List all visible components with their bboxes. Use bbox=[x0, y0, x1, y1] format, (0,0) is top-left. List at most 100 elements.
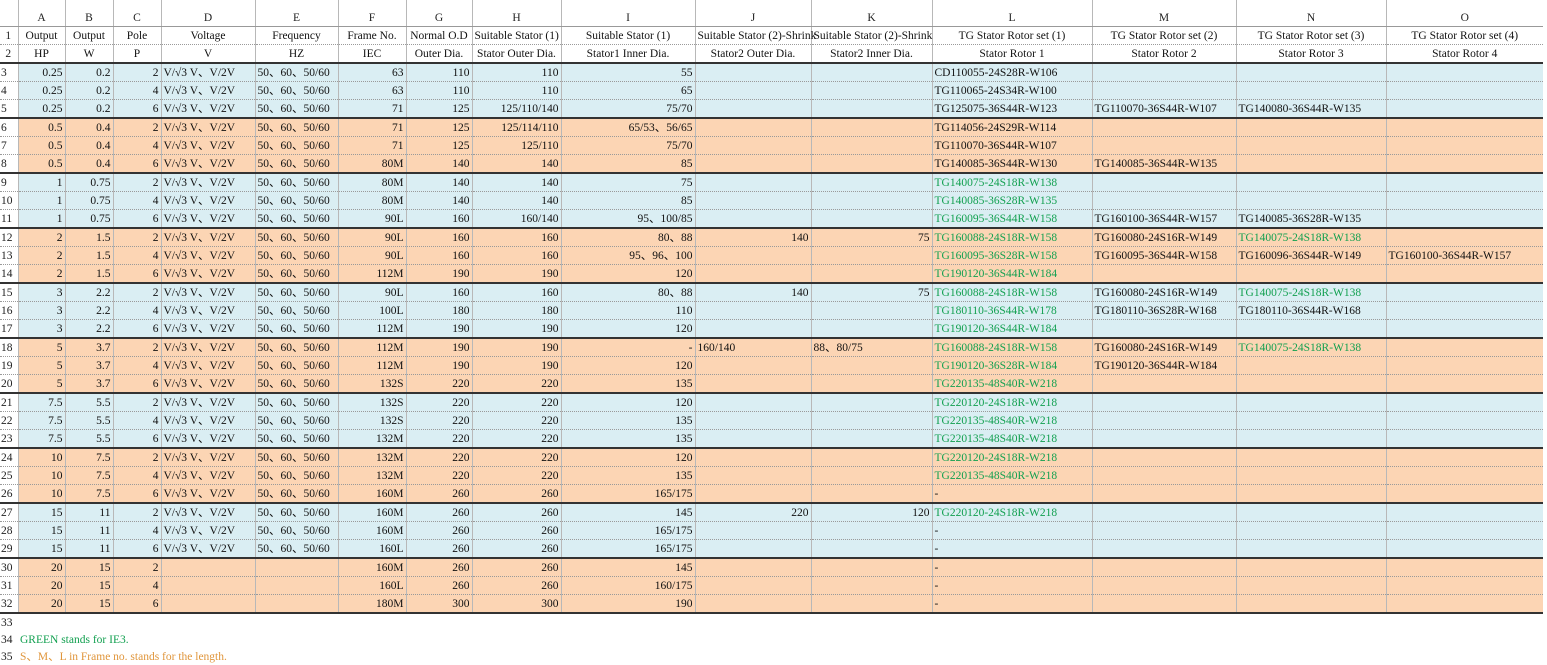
data-cell[interactable]: 6 bbox=[112, 264, 161, 284]
data-cell[interactable]: 10 bbox=[17, 448, 65, 467]
data-cell[interactable]: 160 bbox=[405, 228, 472, 247]
header-cell[interactable]: Frequency bbox=[254, 26, 338, 45]
data-cell[interactable] bbox=[1091, 448, 1236, 467]
row-number[interactable]: 9 bbox=[0, 173, 18, 192]
data-cell[interactable] bbox=[810, 558, 932, 577]
data-cell[interactable]: 0.4 bbox=[64, 118, 113, 137]
data-cell[interactable]: TG190120-36S44R-W184 bbox=[1091, 356, 1236, 375]
data-cell[interactable]: TG160088-24S18R-W158 bbox=[931, 283, 1092, 302]
data-cell[interactable] bbox=[694, 301, 811, 320]
data-cell[interactable]: 50、60、50/60 bbox=[254, 448, 338, 467]
data-cell[interactable] bbox=[694, 594, 811, 614]
data-cell[interactable]: 260 bbox=[405, 484, 472, 504]
data-cell[interactable]: 140 bbox=[471, 173, 561, 192]
data-cell[interactable] bbox=[1235, 521, 1386, 540]
data-cell[interactable]: 260 bbox=[471, 521, 561, 540]
data-cell[interactable]: 63 bbox=[337, 81, 406, 100]
data-cell[interactable] bbox=[694, 374, 811, 394]
data-cell[interactable]: 120 bbox=[560, 264, 695, 284]
data-cell[interactable]: V/√3 V、V/2V bbox=[160, 411, 255, 430]
data-cell[interactable]: 135 bbox=[560, 374, 695, 394]
data-cell[interactable] bbox=[1385, 81, 1543, 100]
data-cell[interactable]: 4 bbox=[112, 356, 161, 375]
data-cell[interactable]: 125/110 bbox=[471, 136, 561, 155]
note-text[interactable]: GREEN stands for IE3. bbox=[20, 633, 129, 646]
data-cell[interactable]: 0.25 bbox=[17, 63, 65, 82]
data-cell[interactable] bbox=[1385, 484, 1543, 504]
data-cell[interactable]: V/√3 V、V/2V bbox=[160, 136, 255, 155]
data-cell[interactable]: 260 bbox=[471, 539, 561, 559]
data-cell[interactable] bbox=[1235, 576, 1386, 595]
row-number[interactable]: 28 bbox=[0, 521, 18, 540]
data-cell[interactable]: 15 bbox=[64, 558, 113, 577]
data-cell[interactable]: V/√3 V、V/2V bbox=[160, 448, 255, 467]
data-cell[interactable]: 6 bbox=[112, 374, 161, 394]
data-cell[interactable]: 10 bbox=[17, 466, 65, 485]
data-cell[interactable]: 160 bbox=[471, 283, 561, 302]
data-cell[interactable]: 65/53、56/65 bbox=[560, 118, 695, 137]
data-cell[interactable]: 5.5 bbox=[64, 411, 113, 430]
data-cell[interactable]: 6 bbox=[112, 484, 161, 504]
data-cell[interactable]: V/√3 V、V/2V bbox=[160, 209, 255, 229]
data-cell[interactable]: - bbox=[560, 338, 695, 357]
column-letter[interactable]: N bbox=[1235, 0, 1386, 27]
data-cell[interactable]: 100L bbox=[337, 301, 406, 320]
data-cell[interactable]: 6 bbox=[112, 594, 161, 614]
data-cell[interactable]: 260 bbox=[471, 503, 561, 522]
data-cell[interactable] bbox=[810, 429, 932, 449]
data-cell[interactable] bbox=[694, 209, 811, 229]
data-cell[interactable] bbox=[810, 301, 932, 320]
data-cell[interactable] bbox=[810, 576, 932, 595]
data-cell[interactable]: 4 bbox=[112, 411, 161, 430]
data-cell[interactable]: 220 bbox=[405, 374, 472, 394]
header-cell[interactable]: W bbox=[64, 44, 113, 64]
header-cell[interactable]: Voltage bbox=[160, 26, 255, 45]
data-cell[interactable] bbox=[810, 393, 932, 412]
data-cell[interactable] bbox=[1091, 558, 1236, 577]
header-cell[interactable]: Stator2 Inner Dia. bbox=[810, 44, 932, 64]
data-cell[interactable]: 2 bbox=[112, 448, 161, 467]
data-cell[interactable]: 220 bbox=[405, 466, 472, 485]
data-cell[interactable] bbox=[1235, 136, 1386, 155]
data-cell[interactable]: 160 bbox=[405, 246, 472, 265]
data-cell[interactable]: TG160080-24S16R-W149 bbox=[1091, 338, 1236, 357]
data-cell[interactable]: 2 bbox=[112, 558, 161, 577]
header-cell[interactable]: HZ bbox=[254, 44, 338, 64]
data-cell[interactable] bbox=[694, 191, 811, 210]
data-cell[interactable] bbox=[694, 246, 811, 265]
data-cell[interactable]: 7.5 bbox=[64, 448, 113, 467]
data-cell[interactable]: 15 bbox=[17, 521, 65, 540]
row-number[interactable]: 2 bbox=[0, 44, 18, 64]
data-cell[interactable] bbox=[1091, 173, 1236, 192]
data-cell[interactable]: 125/110/140 bbox=[471, 99, 561, 119]
data-cell[interactable]: 140 bbox=[694, 228, 811, 247]
data-cell[interactable]: TG180110-36S44R-W178 bbox=[931, 301, 1092, 320]
data-cell[interactable] bbox=[810, 484, 932, 504]
data-cell[interactable]: 120 bbox=[560, 393, 695, 412]
data-cell[interactable] bbox=[160, 558, 255, 577]
data-cell[interactable]: 20 bbox=[17, 576, 65, 595]
data-cell[interactable]: 260 bbox=[471, 484, 561, 504]
data-cell[interactable]: 190 bbox=[471, 264, 561, 284]
data-cell[interactable] bbox=[694, 411, 811, 430]
data-cell[interactable]: 0.75 bbox=[64, 209, 113, 229]
data-cell[interactable]: 50、60、50/60 bbox=[254, 283, 338, 302]
data-cell[interactable]: 4 bbox=[112, 81, 161, 100]
header-cell[interactable]: Stator1 Inner Dia. bbox=[560, 44, 695, 64]
data-cell[interactable]: 3.7 bbox=[64, 356, 113, 375]
data-cell[interactable]: 120 bbox=[560, 448, 695, 467]
data-cell[interactable]: TG220135-48S40R-W218 bbox=[931, 466, 1092, 485]
data-cell[interactable]: V/√3 V、V/2V bbox=[160, 191, 255, 210]
data-cell[interactable]: TG160088-24S18R-W158 bbox=[931, 228, 1092, 247]
data-cell[interactable]: 0.2 bbox=[64, 81, 113, 100]
data-cell[interactable]: 50、60、50/60 bbox=[254, 301, 338, 320]
data-cell[interactable]: 180M bbox=[337, 594, 406, 614]
data-cell[interactable]: 90L bbox=[337, 283, 406, 302]
data-cell[interactable]: 90L bbox=[337, 246, 406, 265]
data-cell[interactable] bbox=[1385, 118, 1543, 137]
data-cell[interactable]: 135 bbox=[560, 429, 695, 449]
header-cell[interactable]: Stator2 Outer Dia. bbox=[694, 44, 811, 64]
data-cell[interactable]: 260 bbox=[405, 558, 472, 577]
data-cell[interactable]: 4 bbox=[112, 521, 161, 540]
data-cell[interactable]: 190 bbox=[405, 356, 472, 375]
